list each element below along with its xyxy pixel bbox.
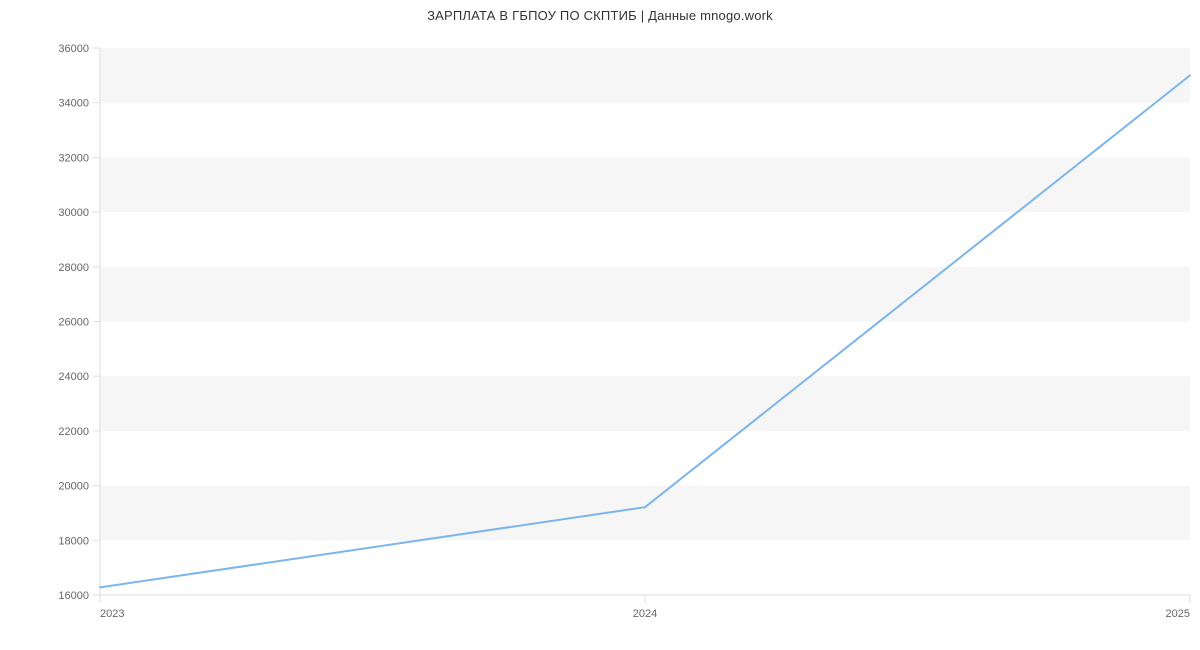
y-tick-label: 36000 [58, 43, 89, 55]
x-tick-label: 2024 [633, 608, 657, 620]
grid-band [100, 486, 1190, 541]
x-tick-label: 2025 [1166, 608, 1190, 620]
y-tick-label: 30000 [58, 207, 89, 219]
y-tick-label: 28000 [58, 262, 89, 274]
grid-band [100, 376, 1190, 431]
y-tick-label: 26000 [58, 317, 89, 329]
y-tick-label: 34000 [58, 98, 89, 110]
salary-chart: ЗАРПЛАТА В ГБПОУ ПО СКПТИБ | Данные mnog… [0, 0, 1200, 650]
y-tick-label: 18000 [58, 535, 89, 547]
grid-band [100, 48, 1190, 103]
grid-band [100, 212, 1190, 267]
grid-band [100, 267, 1190, 322]
chart-title: ЗАРПЛАТА В ГБПОУ ПО СКПТИБ | Данные mnog… [0, 8, 1200, 23]
y-tick-label: 16000 [58, 590, 89, 602]
x-tick-label: 2023 [100, 608, 124, 620]
y-tick-label: 20000 [58, 481, 89, 493]
grid-band [100, 322, 1190, 377]
grid-band [100, 431, 1190, 486]
chart-svg: 16000 18000 20000 22000 24000 26000 28000 30000… [0, 0, 1200, 650]
y-tick-label: 22000 [58, 426, 89, 438]
grid-band [100, 103, 1190, 158]
y-tick-label: 32000 [58, 152, 89, 164]
grid-band [100, 540, 1190, 595]
y-tick-label: 24000 [58, 371, 89, 383]
